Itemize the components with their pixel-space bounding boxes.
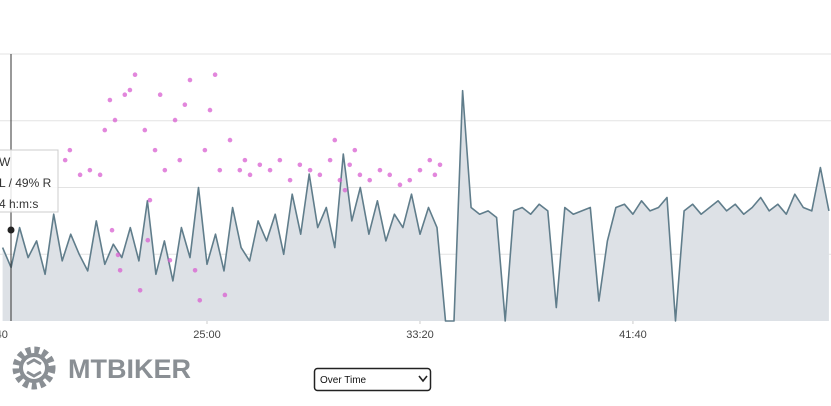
scatter-point [109, 227, 115, 233]
x-tick-label: 25:00 [193, 329, 221, 341]
scatter-point [337, 177, 343, 183]
scatter-point [417, 167, 423, 173]
scatter-point [437, 162, 443, 168]
line [1, 89, 830, 322]
x-tick-label: 33:20 [406, 329, 434, 341]
cursor-dot [7, 226, 15, 234]
scatter-point [112, 117, 118, 123]
scatter-point [87, 167, 93, 173]
scatter-point [212, 72, 218, 77]
dropdown-value[interactable]: Over Time [320, 375, 367, 386]
scatter-point [115, 252, 121, 258]
scatter-point [387, 172, 393, 178]
scatter-point [257, 162, 263, 168]
scatter-point [332, 137, 338, 143]
dropdown-arrow [418, 375, 428, 383]
scatter-point [432, 172, 438, 178]
x-tick-label: 41:40 [619, 329, 647, 341]
scatter-point [187, 77, 193, 83]
scatter-point [107, 97, 113, 103]
scatter-point [222, 292, 228, 298]
scatter-point [67, 147, 73, 153]
scatter-point [227, 137, 233, 143]
tooltip-box [0, 149, 59, 213]
scatter-point [122, 92, 128, 98]
scatter-point [197, 298, 203, 303]
scatter-point [287, 177, 293, 183]
scatter-point [317, 172, 323, 178]
scatter-point [202, 147, 208, 153]
scatter-point [397, 182, 403, 188]
scatter-point [377, 167, 383, 173]
scatter-point [247, 172, 253, 178]
scatter-point [102, 127, 108, 133]
scatter-point [147, 197, 153, 203]
scatter-point [427, 157, 433, 163]
scatter-point [347, 162, 352, 168]
scatter-point [97, 172, 103, 178]
scatter-point [307, 167, 313, 173]
scatter-point [407, 177, 413, 183]
scatter-point [142, 127, 148, 133]
scatter-point [192, 267, 198, 273]
scatter-point [137, 287, 143, 293]
tooltip-text: W [0, 155, 11, 169]
scatter-point [277, 157, 283, 163]
scatter-point [217, 167, 223, 173]
scatter-point [267, 167, 273, 173]
dropdown-box[interactable] [313, 367, 432, 392]
plot: 16:40 25:00 33:20 41:40 W L / 49% R 4 h:m:s [0, 53, 831, 341]
area [2, 90, 829, 321]
scatter-point [237, 167, 243, 173]
scatter-point [162, 167, 168, 173]
x-tick-label: 16:40 [0, 329, 8, 341]
scatter-point [62, 157, 68, 163]
scatter-point [182, 102, 188, 108]
dropdown[interactable]: Over Time [313, 367, 432, 392]
tooltip-text: L / 49% R [0, 176, 52, 190]
scatter-point [167, 257, 173, 263]
scatter-point [367, 177, 373, 183]
logo-mark [26, 358, 42, 378]
scatter-point [132, 72, 138, 77]
scatter-point [145, 237, 151, 243]
scatter-point [117, 267, 123, 273]
scatter-point [172, 117, 178, 123]
scatter-point [157, 92, 163, 98]
scatter-point [342, 187, 348, 193]
scatter-point [77, 172, 83, 178]
logo-gear [12, 346, 56, 390]
scatter-point [297, 162, 303, 168]
scatter-point [242, 157, 248, 163]
scatter-point [127, 87, 133, 93]
scatter-point [327, 157, 333, 163]
scatter-point [152, 147, 158, 153]
scatter-point [357, 172, 363, 178]
tooltip-text: 4 h:m:s [0, 197, 38, 211]
logo-icon [12, 346, 56, 390]
scatter-point [177, 157, 183, 163]
logo-text: MTBIKER [68, 354, 191, 384]
scatter-point [207, 107, 213, 113]
scatter-point [352, 147, 358, 153]
logo-ring [19, 353, 49, 383]
